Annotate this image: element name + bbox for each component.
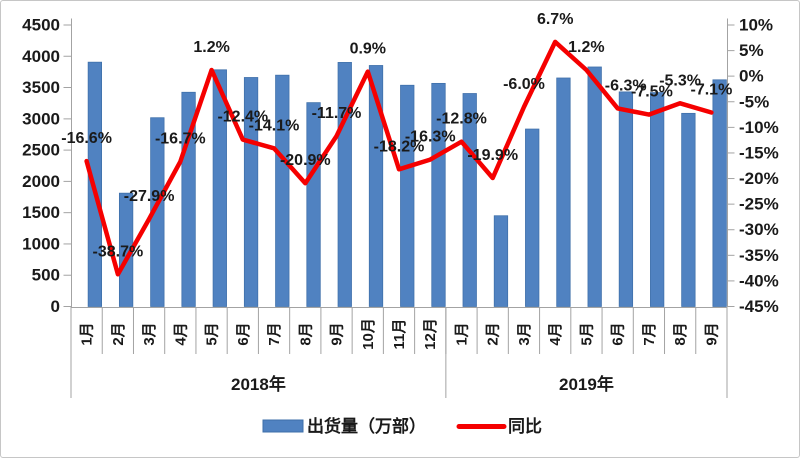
yoy-point-label: -27.9%: [124, 188, 175, 205]
bar: [525, 128, 540, 307]
bar: [368, 65, 384, 307]
yoy-point-label: -19.9%: [467, 147, 518, 164]
year-label: 2018年: [231, 374, 286, 394]
yoy-point-label: 0.9%: [350, 41, 386, 58]
y-axis-left: 4500 4000 3500 3000 2500 2000 1500 1000 500 0: [22, 16, 71, 316]
y-axis-left-tick-label: 500: [32, 266, 60, 285]
y-axis-right-tick-label: -20%: [739, 169, 779, 188]
yoy-point-label: -6.0%: [503, 76, 545, 93]
month-label: 7月: [266, 322, 283, 345]
bar: [431, 82, 446, 307]
bar: [712, 79, 727, 307]
yoy-point-label: -18.2%: [374, 138, 425, 155]
y-axis-left-tick-label: 3000: [22, 109, 60, 128]
bar: [681, 112, 696, 307]
month-label: 12月: [422, 318, 439, 350]
legend-label-shipments: 出货量（万部）: [307, 416, 426, 436]
yoy-point-label: -11.7%: [312, 105, 362, 122]
bar: [587, 66, 602, 307]
y-axis-left-tick-label: 0: [51, 297, 60, 316]
month-label: 5月: [204, 322, 221, 345]
yoy-point-label: -20.9%: [280, 152, 331, 169]
month-label: 8月: [297, 322, 314, 345]
yoy-point-label: -12.8%: [436, 111, 487, 128]
bar: [243, 77, 259, 307]
yoy-point-label: -12.4%: [217, 109, 268, 126]
yoy-data-labels: -16.6% -38.7% -27.9% -16.7% 1.2% -12.4%-14.1%…: [61, 11, 732, 260]
year-label: 2019年: [559, 374, 614, 394]
yoy-point-label: -5.3%: [659, 72, 701, 89]
legend-label-yoy: 同比: [508, 416, 542, 436]
month-label: 3月: [141, 322, 158, 345]
y-axis-right-tick-label: -45%: [739, 297, 779, 316]
yoy-point-label: -16.3%: [405, 129, 456, 146]
yoy-point-label: -38.7%: [93, 243, 144, 260]
month-label: 9月: [703, 322, 720, 345]
bar: [556, 77, 571, 307]
x-axis-months: 1月 2月 3月 4月 5月 6月 7月 8月 9月 10月 11月 12月 1月 2月 3月 4月 5月 6月 7…: [70, 307, 728, 354]
bar: [650, 92, 665, 307]
y-axis-right-tick-label: -35%: [739, 246, 779, 265]
month-label: 4月: [172, 322, 189, 345]
axes: [71, 18, 728, 308]
bar: [306, 102, 321, 307]
month-label: 9月: [329, 322, 346, 345]
y-axis-right-tick-label: -5%: [739, 92, 769, 111]
yoy-point-label: -16.7%: [155, 131, 206, 148]
y-axis-left-tick-label: 1500: [22, 203, 60, 222]
month-label: 6月: [235, 322, 252, 345]
yoy-trend-line: [84, 39, 714, 277]
month-label: 8月: [672, 322, 689, 345]
yoy-point-label: -7.5%: [631, 84, 673, 101]
y-axis-right-tick-label: 10%: [739, 16, 773, 35]
yoy-point-label: 1.2%: [193, 39, 229, 56]
yoy-point-label: 1.2%: [568, 39, 604, 56]
month-label: 6月: [610, 322, 627, 345]
month-label: 1月: [79, 322, 96, 345]
bar: [400, 84, 415, 307]
month-label: 5月: [578, 322, 595, 345]
y-axis-right-tick-label: 0%: [739, 67, 764, 86]
yoy-point-label: -7.1%: [691, 82, 733, 99]
legend: 出货量（万部） 同比: [262, 416, 542, 436]
x-axis-years: 2018年 2019年: [70, 307, 728, 398]
y-axis-right: 10% 5% 0% -5% -10% -15% -20% -25% -30% -35% -40% -4…: [727, 16, 779, 316]
y-axis-left-tick-label: 2000: [22, 172, 60, 191]
yoy-point-label: -6.3%: [605, 77, 647, 94]
yoy-point-label: -16.6%: [61, 130, 112, 147]
bar: [493, 215, 509, 307]
y-axis-left-tick-label: 4500: [22, 16, 60, 35]
bar: [275, 74, 290, 307]
y-axis-right-tick-label: -30%: [739, 220, 779, 239]
yoy-point-label: -14.1%: [249, 117, 300, 134]
y-axis-right-tick-label: -10%: [739, 118, 779, 137]
legend-bar-swatch: [262, 419, 304, 433]
bar: [618, 91, 634, 307]
month-label: 2月: [110, 322, 127, 345]
month-label: 4月: [547, 322, 564, 345]
y-axis-right-tick-label: -15%: [739, 143, 779, 162]
y-axis-left-tick-label: 1000: [22, 234, 60, 253]
bar-series: [87, 61, 727, 307]
bar: [337, 62, 352, 307]
yoy-point-label: 6.7%: [537, 11, 573, 28]
month-label: 2月: [485, 322, 502, 345]
month-label: 7月: [641, 322, 658, 345]
y-axis-right-tick-label: -40%: [739, 271, 779, 290]
y-axis-left-tick-label: 2500: [22, 141, 60, 160]
y-axis-right-tick-label: 5%: [739, 41, 764, 60]
bar: [212, 69, 227, 307]
y-axis-left-tick-label: 3500: [22, 78, 60, 97]
month-label: 10月: [360, 318, 377, 350]
y-axis-right-tick-label: -25%: [739, 195, 779, 214]
month-label: 1月: [453, 322, 470, 345]
month-label: 11月: [391, 319, 408, 350]
y-axis-left-tick-label: 4000: [22, 47, 60, 66]
month-label: 3月: [516, 322, 533, 345]
